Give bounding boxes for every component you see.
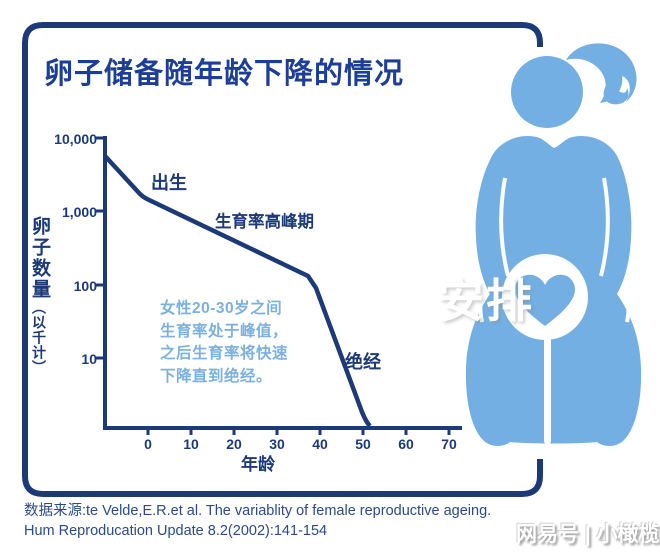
x-ticks <box>146 428 451 435</box>
source-text: 数据来源:te Velde,E.R.et al. The variablity … <box>24 501 524 541</box>
note-line: 之后生育率将快速 <box>160 345 289 362</box>
annotation-peak: 生育率高峰期 <box>215 211 314 231</box>
y-axis-title-main: 卵子数量 <box>29 216 50 300</box>
x-tick-label: 60 <box>398 436 414 452</box>
page-title: 卵子储备随年龄下降的情况 <box>44 58 405 90</box>
leg-gap <box>544 330 551 444</box>
decline-curve <box>103 154 372 428</box>
y-tick-label: 100 <box>74 278 98 294</box>
woman-head <box>511 56 583 128</box>
x-tick-label: 20 <box>226 436 242 452</box>
annotation-menopause: 绝经 <box>345 351 381 372</box>
woman-hair-curl <box>603 82 629 105</box>
source-line-1: 数据来源:te Velde,E.R.et al. The variablity … <box>24 503 492 519</box>
hand-hip-notch-right <box>623 285 631 323</box>
arm-separator-left <box>499 177 510 277</box>
x-axis-title: 年龄 <box>241 454 276 474</box>
x-tick-label: 0 <box>144 436 152 452</box>
note-block: 女性20-30岁之间 生育率处于峰值， 之后生育率将快速 下降直到绝经。 <box>160 298 288 388</box>
y-tick-label: 1,000 <box>62 204 97 220</box>
y-ticks <box>96 136 105 360</box>
y-tick-label: 10 <box>81 351 97 367</box>
arm-separator-right <box>599 177 610 277</box>
y-tick-label: 10,000 <box>54 131 97 147</box>
note-line: 女性20-30岁之间 <box>160 300 283 317</box>
note-line: 生育率处于峰值， <box>160 322 289 340</box>
card-border-path <box>22 22 543 497</box>
source-line-2: Hum Reproducation Update 8.2(2002):141-1… <box>24 523 328 539</box>
y-axis-title: 卵子数量（以千计） <box>29 216 50 375</box>
x-tick-label: 40 <box>312 436 328 452</box>
watermark-credit: 网易号 | 小橄榄 <box>516 523 660 546</box>
x-tick-label: 30 <box>269 436 285 452</box>
heart-icon <box>514 274 576 326</box>
annotation-birth: 出生 <box>151 172 187 193</box>
x-tick-label: 10 <box>183 436 199 452</box>
x-tick-label: 50 <box>355 436 371 452</box>
y-axis-title-sub: （以千计） <box>31 300 47 375</box>
watermark-overlay: 安排 <box>438 275 534 327</box>
note-line: 下降直到绝经。 <box>160 367 273 385</box>
woman-ponytail <box>566 43 637 103</box>
hand-hip-notch-left <box>478 285 486 323</box>
pregnant-woman-illustration <box>465 43 642 447</box>
x-tick-label: 70 <box>441 436 457 452</box>
